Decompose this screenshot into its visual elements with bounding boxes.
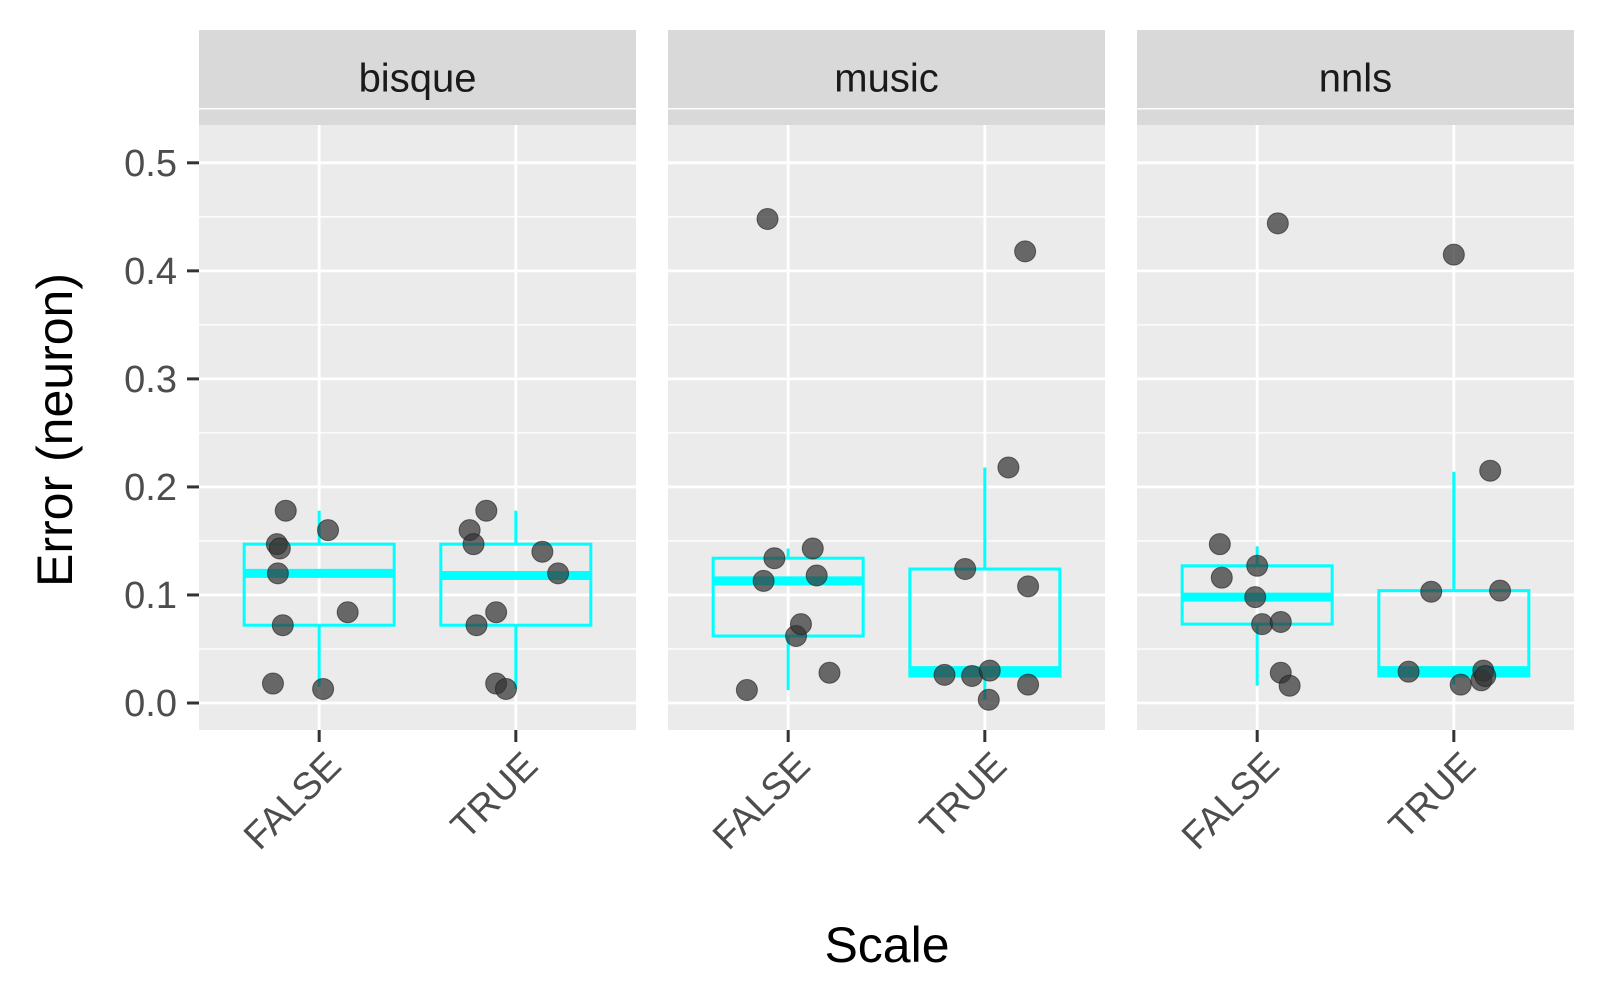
x-tick-label: FALSE bbox=[236, 745, 349, 858]
y-axis: 0.0 0.1 0.2 0.3 0.4 0.5 bbox=[124, 143, 199, 725]
y-axis-title: Error (neuron) bbox=[27, 273, 83, 587]
panel-background bbox=[668, 125, 1105, 730]
data-point bbox=[531, 540, 554, 563]
data-point bbox=[1014, 240, 1037, 263]
box-iqr bbox=[242, 542, 396, 627]
data-point bbox=[752, 569, 775, 592]
data-point bbox=[1246, 554, 1269, 577]
data-point bbox=[1251, 613, 1274, 636]
data-point bbox=[789, 613, 812, 636]
panel-background bbox=[1137, 125, 1574, 730]
data-point bbox=[954, 558, 977, 581]
data-point bbox=[1442, 243, 1465, 266]
boxplot-bisque-FALSE bbox=[242, 499, 396, 700]
data-point bbox=[756, 207, 779, 230]
y-tick-label: 0.1 bbox=[124, 575, 177, 617]
facet-bisque: bisque FALSE TRUE bbox=[199, 30, 636, 858]
data-point bbox=[1266, 212, 1289, 235]
x-tick-label: TRUE bbox=[912, 745, 1015, 848]
data-point bbox=[266, 562, 289, 585]
data-point bbox=[933, 663, 956, 686]
boxplot-nnls-FALSE bbox=[1180, 212, 1334, 697]
boxplot-nnls-TRUE bbox=[1377, 243, 1531, 696]
facet-music: music FALSE TRUE bbox=[668, 30, 1105, 858]
panel-background bbox=[199, 125, 636, 730]
data-point bbox=[818, 661, 841, 684]
data-point bbox=[261, 672, 284, 695]
data-point bbox=[1210, 566, 1233, 589]
data-point bbox=[494, 677, 517, 700]
facet-panels: bisque FALSE TRUE music FALSE TRUE nnls FALSE TR… bbox=[199, 30, 1574, 858]
data-point bbox=[1017, 575, 1040, 598]
y-tick-label: 0.3 bbox=[124, 359, 177, 401]
data-point bbox=[805, 564, 828, 587]
data-point bbox=[1244, 586, 1267, 609]
data-point bbox=[978, 659, 1001, 682]
data-point bbox=[462, 533, 485, 556]
y-tick-label: 0.0 bbox=[124, 683, 177, 725]
y-tick-label: 0.4 bbox=[124, 251, 177, 293]
data-point bbox=[1269, 610, 1292, 633]
facet-strip-label: bisque bbox=[359, 57, 477, 101]
data-point bbox=[977, 688, 1000, 711]
data-point bbox=[1479, 459, 1502, 482]
data-point bbox=[268, 537, 291, 560]
data-point bbox=[317, 519, 340, 542]
data-point bbox=[485, 601, 508, 624]
data-point bbox=[1397, 660, 1420, 683]
facet-strip-label: nnls bbox=[1319, 57, 1392, 101]
data-point bbox=[997, 456, 1020, 479]
data-point bbox=[475, 499, 498, 522]
data-point bbox=[465, 614, 488, 637]
data-point bbox=[1420, 580, 1443, 603]
x-tick-label: FALSE bbox=[705, 745, 818, 858]
x-tick-label: FALSE bbox=[1174, 745, 1287, 858]
data-point bbox=[801, 537, 824, 560]
data-point bbox=[271, 614, 294, 637]
x-tick-label: TRUE bbox=[443, 745, 546, 848]
boxplot-music-FALSE bbox=[711, 207, 865, 702]
facet-strip-label: music bbox=[834, 57, 938, 101]
boxplot-music-TRUE bbox=[908, 240, 1062, 711]
box-iqr bbox=[439, 542, 593, 627]
x-tick-label: TRUE bbox=[1381, 745, 1484, 848]
data-point bbox=[1474, 664, 1497, 687]
facet-nnls: nnls FALSE TRUE bbox=[1137, 30, 1574, 858]
box-iqr bbox=[1377, 589, 1531, 678]
y-tick-label: 0.2 bbox=[124, 467, 177, 509]
data-point bbox=[1208, 533, 1231, 556]
data-point bbox=[336, 601, 359, 624]
y-tick-label: 0.5 bbox=[124, 143, 177, 185]
boxplot-bisque-TRUE bbox=[439, 499, 593, 700]
data-point bbox=[763, 547, 786, 570]
data-point bbox=[1017, 673, 1040, 696]
data-point bbox=[1489, 579, 1512, 602]
data-point bbox=[312, 677, 335, 700]
data-point bbox=[1449, 673, 1472, 696]
data-point bbox=[1278, 674, 1301, 697]
x-axis-title: Scale bbox=[824, 917, 949, 973]
data-point bbox=[547, 562, 570, 585]
data-point bbox=[735, 679, 758, 702]
data-point bbox=[274, 499, 297, 522]
